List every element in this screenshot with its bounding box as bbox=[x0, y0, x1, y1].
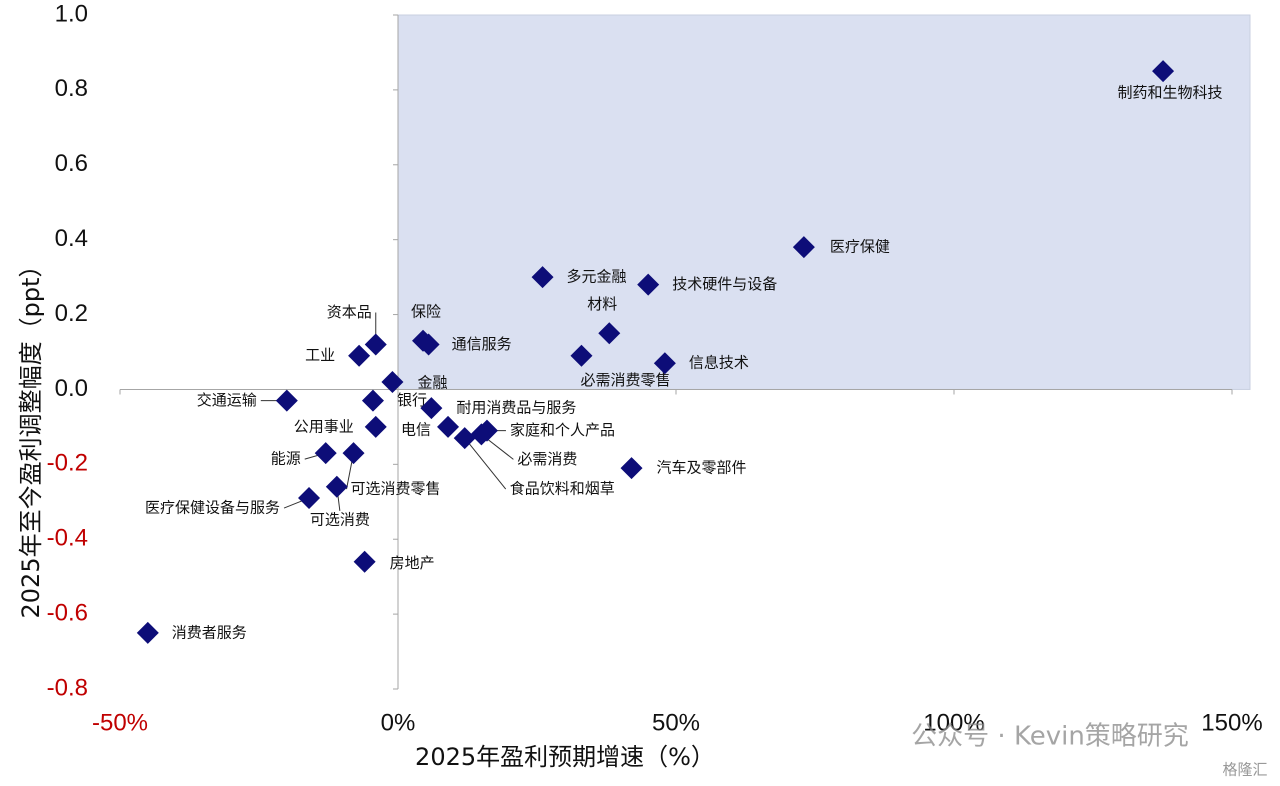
point-label: 医疗保健设备与服务 bbox=[145, 499, 280, 517]
logo: 格隆汇 bbox=[1222, 761, 1267, 779]
point-label: 金融 bbox=[417, 373, 447, 391]
x-axis-title: 2025年盈利预期增速（%） bbox=[415, 743, 715, 771]
point bbox=[298, 487, 321, 510]
point-label: 制药和生物科技 bbox=[1118, 84, 1223, 102]
y-tick-label: -0.8 bbox=[47, 674, 88, 701]
point bbox=[342, 442, 365, 465]
point-label: 电信 bbox=[401, 420, 431, 438]
point-label: 消费者服务 bbox=[172, 623, 247, 641]
x-tick-label: -50% bbox=[92, 709, 148, 736]
point-label: 交通运输 bbox=[197, 391, 257, 409]
point bbox=[348, 344, 371, 367]
point bbox=[353, 550, 376, 573]
y-tick-label: -0.4 bbox=[47, 525, 88, 552]
y-tick-label: -0.2 bbox=[47, 450, 88, 477]
x-tick-label: 150% bbox=[1201, 709, 1262, 736]
point bbox=[364, 333, 387, 356]
point bbox=[361, 389, 384, 412]
point bbox=[531, 266, 554, 289]
point-label: 资本品 bbox=[327, 303, 372, 321]
y-tick-label: -0.6 bbox=[47, 599, 88, 626]
x-tick-label: 50% bbox=[652, 709, 700, 736]
point bbox=[598, 322, 621, 345]
point bbox=[570, 344, 593, 367]
highlight-region bbox=[397, 14, 1251, 390]
y-tick-label: 1.0 bbox=[55, 0, 88, 27]
point-label: 可选消费零售 bbox=[351, 480, 441, 498]
point-label: 家庭和个人产品 bbox=[510, 421, 615, 439]
point-label: 能源 bbox=[271, 450, 301, 468]
y-tick-label: 0.2 bbox=[55, 300, 88, 327]
x-tick-label: 0% bbox=[381, 709, 416, 736]
point-label: 银行 bbox=[397, 391, 427, 409]
point-label: 耐用消费品与服务 bbox=[456, 399, 576, 417]
point bbox=[381, 370, 404, 393]
point bbox=[420, 397, 443, 420]
point-label: 食品饮料和烟草 bbox=[510, 480, 615, 498]
point bbox=[653, 352, 676, 375]
y-tick-label: 0.6 bbox=[55, 150, 88, 177]
point bbox=[792, 236, 815, 259]
point-label: 必需消费零售 bbox=[580, 371, 670, 389]
point bbox=[1152, 60, 1175, 83]
y-axis-title: 2025年至今盈利调整幅度（ppt） bbox=[17, 254, 45, 619]
point bbox=[620, 457, 643, 480]
point-label: 多元金融 bbox=[567, 268, 627, 286]
point-label: 可选消费 bbox=[310, 510, 370, 528]
point-label: 信息技术 bbox=[689, 354, 749, 372]
point-label: 医疗保健 bbox=[830, 238, 890, 256]
point-label: 公用事业 bbox=[294, 417, 354, 435]
point-label: 汽车及零部件 bbox=[657, 459, 747, 477]
y-tick-label: 0.4 bbox=[55, 225, 88, 252]
point-label: 通信服务 bbox=[452, 335, 512, 353]
point-label: 技术硬件与设备 bbox=[672, 275, 777, 293]
point-label: 工业 bbox=[305, 346, 335, 364]
point bbox=[453, 427, 476, 450]
point bbox=[275, 389, 298, 412]
point-label: 材料 bbox=[587, 295, 617, 313]
watermark: 公众号 · Kevin策略研究 bbox=[911, 722, 1189, 752]
leader-line bbox=[464, 437, 507, 490]
point bbox=[364, 415, 387, 438]
point bbox=[437, 415, 460, 438]
point bbox=[136, 621, 159, 644]
point-label: 房地产 bbox=[390, 554, 435, 572]
point bbox=[314, 442, 337, 465]
point bbox=[637, 273, 660, 296]
point-label: 保险 bbox=[411, 302, 441, 320]
x-tick-label: 100% bbox=[923, 709, 984, 736]
point bbox=[417, 333, 440, 356]
y-tick-label: 0.0 bbox=[55, 375, 88, 402]
y-tick-label: 0.8 bbox=[55, 75, 88, 102]
point-label: 必需消费 bbox=[517, 450, 577, 468]
point bbox=[470, 423, 493, 446]
point bbox=[325, 475, 348, 498]
